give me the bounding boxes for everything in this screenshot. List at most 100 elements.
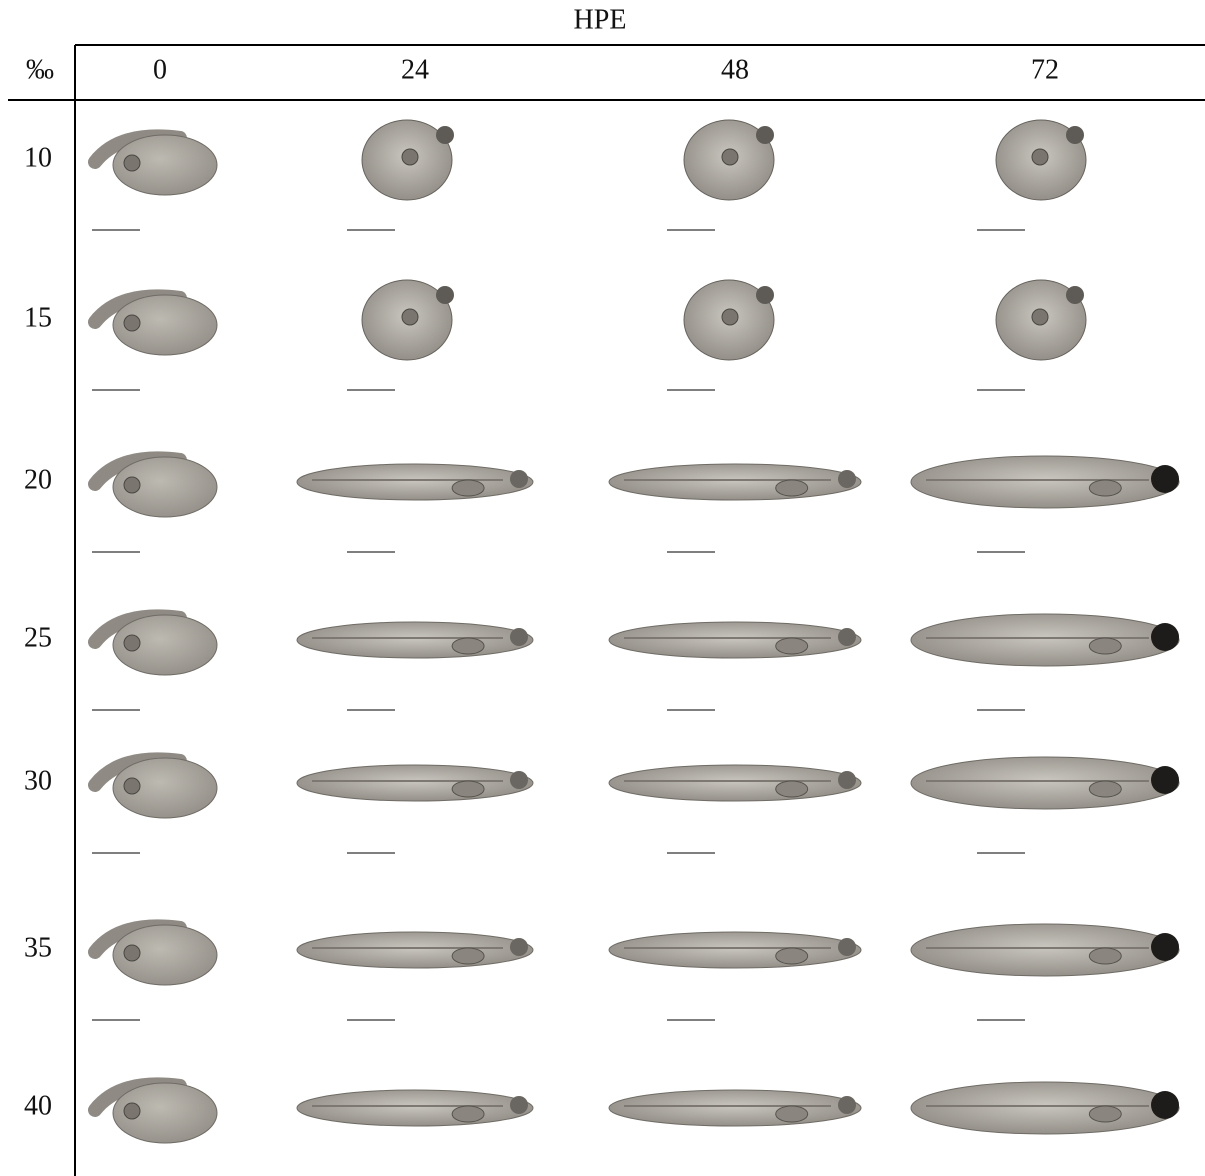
larva-eye bbox=[1066, 286, 1084, 304]
larva-eye bbox=[510, 470, 528, 488]
larva-body bbox=[297, 622, 533, 658]
larva-eye bbox=[510, 628, 528, 646]
larva bbox=[667, 280, 774, 390]
yolk-remnant bbox=[1089, 781, 1121, 797]
larva bbox=[92, 925, 217, 1020]
larva bbox=[347, 280, 454, 390]
larva bbox=[92, 295, 217, 390]
larva-eye bbox=[838, 1096, 856, 1114]
larva-eye bbox=[510, 938, 528, 956]
row-label: 10 bbox=[24, 142, 52, 173]
oil-drop bbox=[1032, 149, 1048, 165]
larva bbox=[92, 457, 217, 552]
yolk-remnant bbox=[776, 948, 808, 964]
row-label: 35 bbox=[24, 932, 52, 963]
column-label: 24 bbox=[401, 54, 429, 85]
figure: HPE ‰ 024487210152025303540 bbox=[0, 0, 1205, 1176]
oil-drop bbox=[124, 778, 140, 794]
row-label: 25 bbox=[24, 622, 52, 653]
larva-eye bbox=[1151, 623, 1179, 651]
larva-eye bbox=[436, 126, 454, 144]
larva bbox=[609, 765, 861, 853]
larva-eye bbox=[1151, 1091, 1179, 1119]
larva-eye bbox=[838, 771, 856, 789]
column-label: 72 bbox=[1031, 54, 1059, 85]
larva-body bbox=[911, 924, 1179, 976]
larva-body bbox=[297, 765, 533, 801]
larva-eye bbox=[756, 286, 774, 304]
yolk-remnant bbox=[776, 1106, 808, 1122]
larva bbox=[297, 932, 533, 1020]
oil-drop bbox=[722, 309, 738, 325]
larva bbox=[911, 456, 1179, 552]
row-label: 20 bbox=[24, 464, 52, 495]
oil-drop bbox=[124, 1103, 140, 1119]
larva-body bbox=[911, 1082, 1179, 1134]
yolk-remnant bbox=[1089, 948, 1121, 964]
larva bbox=[911, 1082, 1179, 1176]
yolk-remnant bbox=[452, 1106, 484, 1122]
larva-body bbox=[911, 757, 1179, 809]
oil-drop bbox=[124, 315, 140, 331]
larva bbox=[297, 765, 533, 853]
larva bbox=[297, 464, 533, 552]
yolk-remnant bbox=[452, 480, 484, 496]
column-label: 48 bbox=[721, 54, 749, 85]
larva bbox=[667, 120, 774, 230]
larva bbox=[347, 120, 454, 230]
oil-drop bbox=[124, 945, 140, 961]
larva-eye bbox=[756, 126, 774, 144]
yolk-remnant bbox=[1089, 1106, 1121, 1122]
larva-body bbox=[609, 464, 861, 500]
larva-eye bbox=[1066, 126, 1084, 144]
larva-eye bbox=[1151, 766, 1179, 794]
larva bbox=[911, 757, 1179, 853]
yolk-remnant bbox=[776, 638, 808, 654]
yolk-remnant bbox=[1089, 638, 1121, 654]
row-label: 15 bbox=[24, 302, 52, 333]
larva bbox=[297, 622, 533, 710]
larva-eye bbox=[838, 628, 856, 646]
larva bbox=[911, 614, 1179, 710]
larva-eye bbox=[838, 938, 856, 956]
yolk-remnant bbox=[776, 781, 808, 797]
larva-body bbox=[609, 932, 861, 968]
larva bbox=[297, 1090, 533, 1176]
larva bbox=[609, 1090, 861, 1176]
larva-body bbox=[297, 932, 533, 968]
column-label: 0 bbox=[153, 54, 167, 85]
larva-body bbox=[297, 1090, 533, 1126]
yolk-remnant bbox=[1089, 480, 1121, 496]
yolk-remnant bbox=[452, 948, 484, 964]
larva-eye bbox=[436, 286, 454, 304]
larva bbox=[977, 120, 1086, 230]
oil-drop bbox=[402, 149, 418, 165]
yolk-remnant bbox=[452, 638, 484, 654]
cells bbox=[92, 120, 1179, 1176]
row-label: 40 bbox=[24, 1090, 52, 1121]
larva bbox=[92, 615, 217, 710]
larva-body bbox=[609, 1090, 861, 1126]
larva bbox=[911, 924, 1179, 1020]
larva bbox=[92, 758, 217, 853]
larva-eye bbox=[1151, 465, 1179, 493]
oil-drop bbox=[1032, 309, 1048, 325]
larva-body bbox=[911, 456, 1179, 508]
larva bbox=[92, 135, 217, 230]
yolk-remnant bbox=[776, 480, 808, 496]
larva bbox=[609, 464, 861, 552]
larva-eye bbox=[838, 470, 856, 488]
unit-label: ‰ bbox=[26, 54, 54, 85]
oil-drop bbox=[124, 155, 140, 171]
larva-body bbox=[911, 614, 1179, 666]
larva bbox=[609, 932, 861, 1020]
larva bbox=[609, 622, 861, 710]
larva-body bbox=[297, 464, 533, 500]
larva bbox=[977, 280, 1086, 390]
oil-drop bbox=[402, 309, 418, 325]
larva bbox=[92, 1083, 217, 1176]
oil-drop bbox=[124, 477, 140, 493]
oil-drop bbox=[722, 149, 738, 165]
larva-eye bbox=[510, 1096, 528, 1114]
larva-eye bbox=[510, 771, 528, 789]
